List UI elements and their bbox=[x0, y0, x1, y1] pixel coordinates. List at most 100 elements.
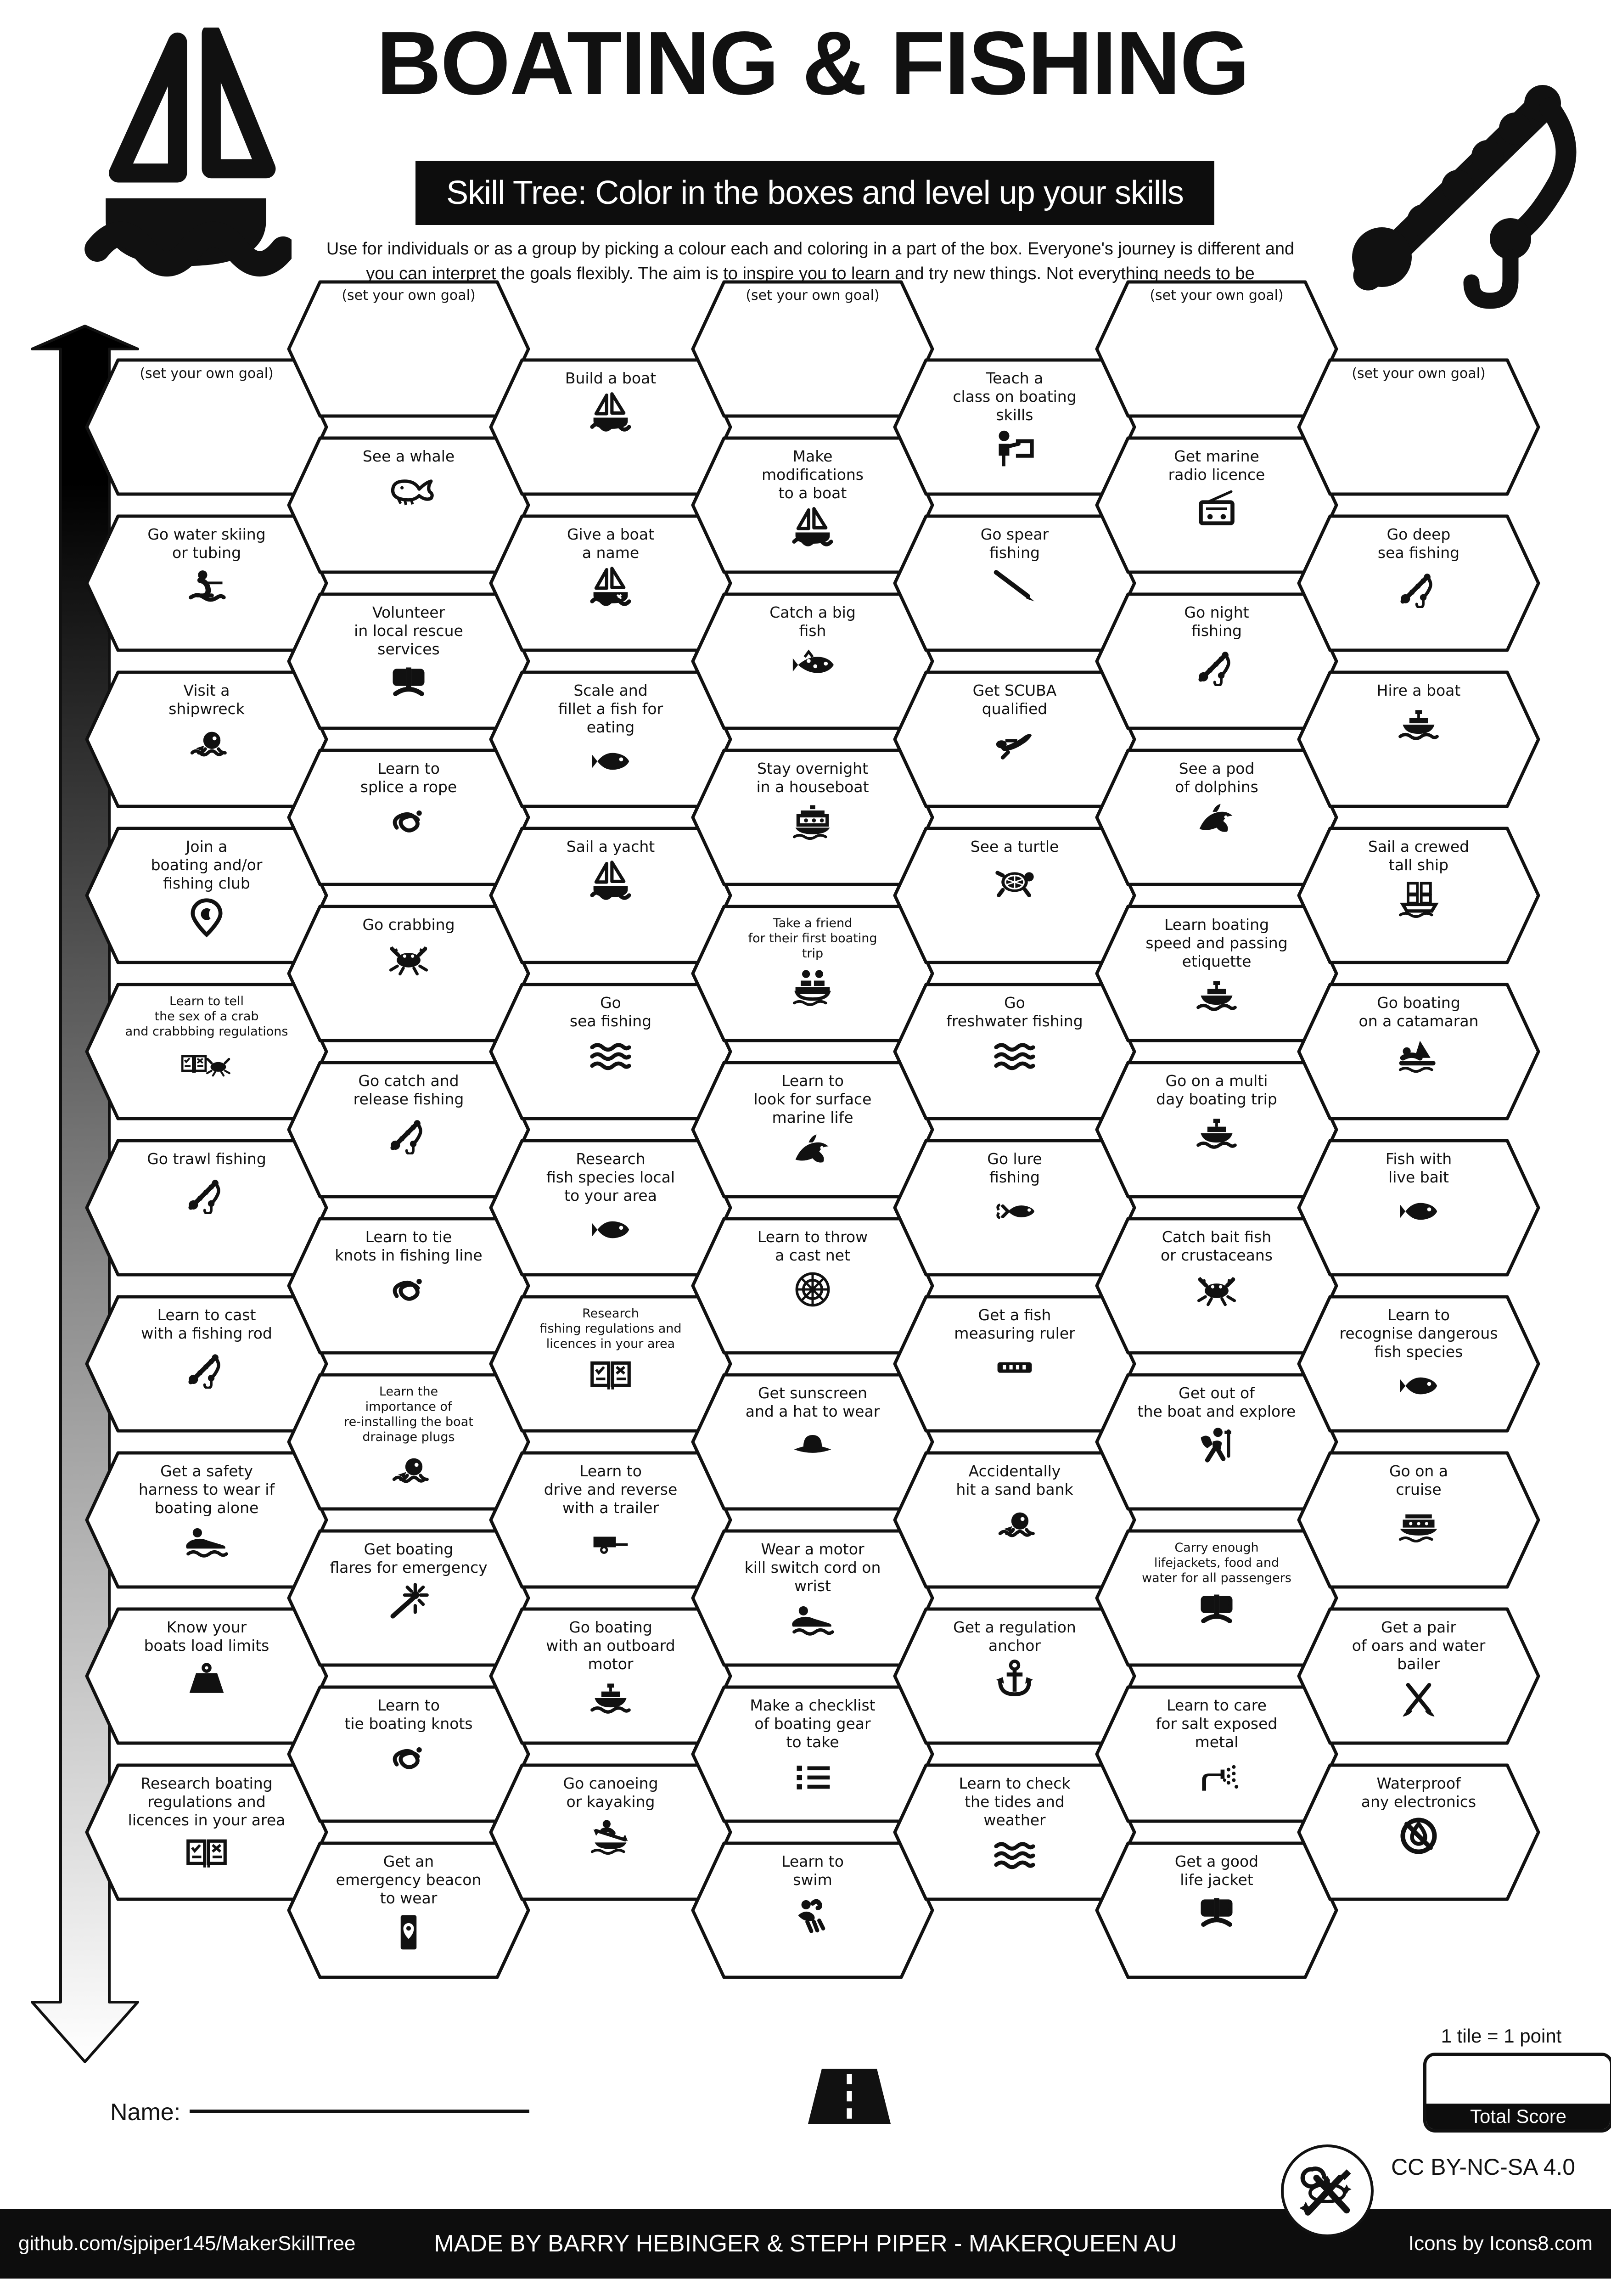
anchor-icon bbox=[987, 1658, 1042, 1702]
skill-hex[interactable]: Learn boating speed and passing etiquett… bbox=[1095, 905, 1338, 1042]
skill-label: Hire a boat bbox=[1376, 681, 1461, 699]
sailboat-icon bbox=[80, 24, 296, 285]
name-field[interactable]: Name: bbox=[110, 2094, 661, 2131]
skill-hex[interactable]: Learn the importance of re-installing th… bbox=[287, 1373, 530, 1511]
tall-ship-icon bbox=[1391, 877, 1446, 921]
rulebook-icon bbox=[583, 1354, 638, 1398]
dolphin-icon bbox=[1189, 799, 1244, 843]
hiker-icon bbox=[1189, 1424, 1244, 1468]
skill-label: Waterproof any electronics bbox=[1361, 1774, 1476, 1811]
skill-hex[interactable]: Learn to care for salt exposed metal bbox=[1095, 1685, 1338, 1823]
page-footer: MADE BY BARRY HEBINGER & STEPH PIPER - M… bbox=[0, 2209, 1611, 2279]
skill-label: (set your own goal) bbox=[1352, 366, 1486, 382]
skill-label: (set your own goal) bbox=[140, 366, 274, 382]
skill-hex[interactable]: Fish with live bait bbox=[1297, 1139, 1540, 1277]
skill-label: Learn to cast with a fishing rod bbox=[141, 1306, 272, 1342]
motorboat-icon bbox=[1189, 1111, 1244, 1155]
skill-hex[interactable]: Stay overnight in a houseboat bbox=[691, 748, 934, 886]
skill-hex[interactable]: (set your own goal) bbox=[85, 358, 328, 496]
skill-label: Go on a multi day boating trip bbox=[1156, 1072, 1277, 1108]
skill-label: Visit a shipwreck bbox=[168, 681, 245, 718]
skill-hex[interactable]: Get a pair of oars and water bailer bbox=[1297, 1607, 1540, 1745]
skill-label: Learn to splice a rope bbox=[360, 760, 457, 796]
skill-hex[interactable]: Go catch and release fishing bbox=[287, 1061, 530, 1199]
rulebook-crab-icon bbox=[179, 1042, 234, 1086]
skill-hex[interactable]: Go boating on a catamaran bbox=[1297, 983, 1540, 1120]
fishing-rod-icon bbox=[1391, 565, 1446, 609]
skill-hex[interactable]: Sail a crewed tall ship bbox=[1297, 827, 1540, 964]
lifejacket-icon bbox=[381, 661, 436, 705]
footer-repo-link[interactable]: github.com/sjpiper145/MakerSkillTree bbox=[18, 2232, 356, 2255]
big-fish-icon bbox=[785, 643, 840, 687]
checklist-icon bbox=[785, 1754, 840, 1798]
skill-hex[interactable]: Research fishing regulations and licence… bbox=[489, 1295, 732, 1433]
skill-hex[interactable]: Get a safety harness to wear if boating … bbox=[85, 1451, 328, 1589]
skill-label: Go canoeing or kayaking bbox=[563, 1774, 658, 1811]
skill-label: Learn to swim bbox=[781, 1852, 844, 1889]
skill-hex[interactable]: Research boating regulations and licence… bbox=[85, 1763, 328, 1901]
jetski-rider-icon bbox=[179, 1520, 234, 1564]
crab-icon bbox=[381, 937, 436, 981]
fish-icon bbox=[583, 1208, 638, 1252]
skill-label: Learn to recognise dangerous fish specie… bbox=[1339, 1306, 1498, 1361]
skill-label: Fish with live bait bbox=[1385, 1150, 1452, 1186]
skill-label: Know your boats load limits bbox=[144, 1618, 269, 1654]
skill-label: Go catch and release fishing bbox=[353, 1072, 464, 1108]
tile-point-note: 1 tile = 1 point bbox=[1441, 2025, 1562, 2047]
map-pin-icon bbox=[179, 895, 234, 940]
skill-hex[interactable]: (set your own goal) bbox=[287, 280, 530, 418]
skill-hex[interactable]: See a pod of dolphins bbox=[1095, 748, 1338, 886]
skill-label: Get a fish measuring ruler bbox=[954, 1306, 1075, 1342]
fish-icon bbox=[583, 739, 638, 783]
scuba-diver-icon bbox=[987, 721, 1042, 765]
skill-hex[interactable]: Research fish species local to your area bbox=[489, 1139, 732, 1277]
skill-hex[interactable]: Know your boats load limits bbox=[85, 1607, 328, 1745]
difficulty-axis-arrow: ADVANCED BASICS bbox=[28, 321, 152, 2296]
skill-hex[interactable]: Learn to tie knots in fishing line bbox=[287, 1217, 530, 1355]
skill-label: Go sea fishing bbox=[569, 994, 652, 1030]
skill-hex[interactable]: See a whale bbox=[287, 436, 530, 574]
footer-icon-credit[interactable]: Icons by Icons8.com bbox=[1408, 2232, 1593, 2255]
skill-hex[interactable]: Go freshwater fishing bbox=[893, 983, 1136, 1120]
skill-label: Learn to check the tides and weather bbox=[959, 1774, 1071, 1829]
skill-hex[interactable]: Learn to cast with a fishing rod bbox=[85, 1295, 328, 1433]
skill-hex[interactable]: Go on a cruise bbox=[1297, 1451, 1540, 1589]
skill-hex[interactable]: Get SCUBA qualified bbox=[893, 670, 1136, 808]
turtle-icon bbox=[987, 859, 1042, 903]
intro-paragraph: Use for individuals or as a group by pic… bbox=[326, 239, 1295, 308]
whale-icon bbox=[381, 468, 436, 512]
skill-hex[interactable]: Catch bait fish or crustaceans bbox=[1095, 1217, 1338, 1355]
skill-hex[interactable]: Go on a multi day boating trip bbox=[1095, 1061, 1338, 1199]
knot-icon bbox=[381, 799, 436, 843]
octopus-icon bbox=[179, 721, 234, 765]
skill-hex[interactable]: Learn to check the tides and weather bbox=[893, 1763, 1136, 1901]
skill-hex[interactable]: Waterproof any electronics bbox=[1297, 1763, 1540, 1901]
skill-hex[interactable]: Get out of the boat and explore bbox=[1095, 1373, 1338, 1511]
total-score-box[interactable]: Total Score bbox=[1423, 2053, 1611, 2133]
skill-label: Get SCUBA qualified bbox=[972, 681, 1057, 718]
skill-hex[interactable]: Learn to throw a cast net bbox=[691, 1217, 934, 1355]
name-input-line[interactable] bbox=[190, 2109, 530, 2113]
fish-icon bbox=[1391, 1189, 1446, 1233]
skill-hex[interactable]: (set your own goal) bbox=[1297, 358, 1540, 496]
skill-hex[interactable]: Hire a boat bbox=[1297, 670, 1540, 808]
beacon-icon bbox=[381, 1910, 436, 1954]
two-people-boat-icon bbox=[785, 964, 840, 1008]
skill-label: Make a checklist of boating gear to take bbox=[750, 1696, 876, 1751]
skill-label: Go crabbing bbox=[362, 916, 455, 934]
skill-hex-grid: (set your own goal) Go water skiing or tu… bbox=[0, 280, 1611, 1979]
skill-hex[interactable]: See a turtle bbox=[893, 827, 1136, 964]
skill-label: Stay overnight in a houseboat bbox=[756, 760, 869, 796]
skill-hex[interactable]: Get a good life jacket bbox=[1095, 1841, 1338, 1979]
skill-label: Make modifications to a boat bbox=[761, 447, 864, 502]
total-score-label: Total Score bbox=[1426, 2104, 1610, 2129]
sailboat-icon bbox=[583, 859, 638, 903]
skill-hex[interactable]: Learn to recognise dangerous fish specie… bbox=[1297, 1295, 1540, 1433]
flare-icon bbox=[381, 1580, 436, 1624]
octopus-icon bbox=[381, 1447, 436, 1491]
skill-hex[interactable]: Go deep sea fishing bbox=[1297, 514, 1540, 652]
skill-hex[interactable]: Accidentally hit a sand bank bbox=[893, 1451, 1136, 1589]
skill-label: See a turtle bbox=[970, 838, 1059, 855]
motorboat-icon bbox=[1189, 974, 1244, 1018]
radio-icon bbox=[1189, 487, 1244, 531]
